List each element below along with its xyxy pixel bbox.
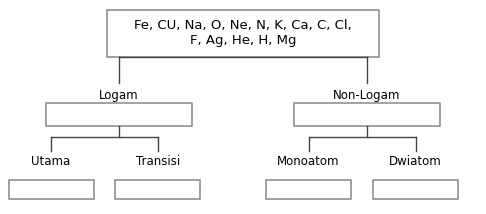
Text: Transisi: Transisi <box>136 155 180 168</box>
Bar <box>9 180 93 199</box>
Text: Fe, CU, Na, O, Ne, N, K, Ca, C, Cl,
F, Ag, He, H, Mg: Fe, CU, Na, O, Ne, N, K, Ca, C, Cl, F, A… <box>134 19 352 47</box>
Text: Monoatom: Monoatom <box>278 155 340 168</box>
Text: Utama: Utama <box>32 155 70 168</box>
Bar <box>107 10 379 57</box>
Bar <box>373 180 458 199</box>
Bar <box>46 103 192 126</box>
Text: Logam: Logam <box>99 89 139 102</box>
Text: Dwiatom: Dwiatom <box>389 155 442 168</box>
Text: Non-Logam: Non-Logam <box>333 89 400 102</box>
Bar <box>266 180 351 199</box>
Bar <box>294 103 440 126</box>
Bar <box>116 180 200 199</box>
